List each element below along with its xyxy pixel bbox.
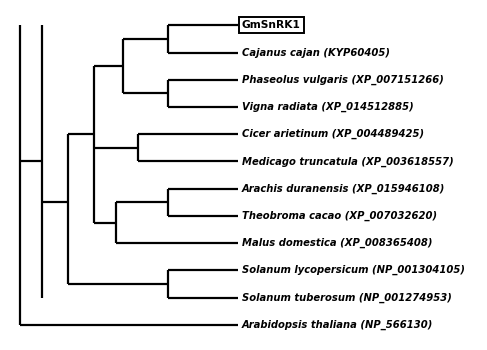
Text: Vigna radiata (XP_014512885): Vigna radiata (XP_014512885) — [242, 102, 413, 112]
Text: Solanum tuberosum (NP_001274953): Solanum tuberosum (NP_001274953) — [242, 292, 451, 303]
Text: Medicago truncatula (XP_003618557): Medicago truncatula (XP_003618557) — [242, 156, 453, 167]
Text: Theobroma cacao (XP_007032620): Theobroma cacao (XP_007032620) — [242, 211, 437, 221]
Text: Arabidopsis thaliana (NP_566130): Arabidopsis thaliana (NP_566130) — [242, 320, 433, 330]
Text: Malus domestica (XP_008365408): Malus domestica (XP_008365408) — [242, 238, 432, 248]
Text: Phaseolus vulgaris (XP_007151266): Phaseolus vulgaris (XP_007151266) — [242, 75, 444, 85]
Text: Cajanus cajan (KYP60405): Cajanus cajan (KYP60405) — [242, 48, 390, 57]
Text: GmSnRK1: GmSnRK1 — [242, 20, 300, 30]
Text: Cicer arietinum (XP_004489425): Cicer arietinum (XP_004489425) — [242, 129, 424, 139]
Text: Solanum lycopersicum (NP_001304105): Solanum lycopersicum (NP_001304105) — [242, 265, 465, 275]
Text: Arachis duranensis (XP_015946108): Arachis duranensis (XP_015946108) — [242, 183, 445, 194]
